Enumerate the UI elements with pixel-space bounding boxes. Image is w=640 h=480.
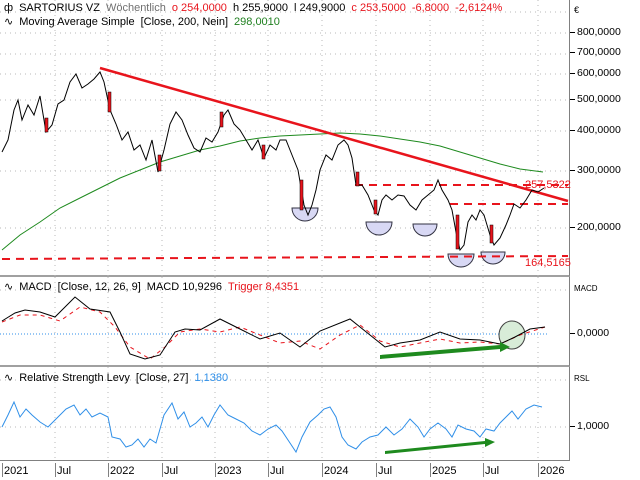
low-value: l 249,9000 <box>294 2 346 14</box>
macd-legend: ∿ MACD [Close, 12, 26, 9] MACD 10,9296 Trigg… <box>4 281 305 294</box>
open-value: o 254,0000 <box>171 2 227 14</box>
rsl-axis-label: RSL <box>574 374 590 383</box>
indicator-wave-icon: ∿ <box>4 281 14 293</box>
interval-label: Wöchentlich <box>105 2 166 14</box>
rsl-panel[interactable]: ∿ Relative Strength Levy [Close, 27] 1,1380 <box>0 367 570 461</box>
macd-axis: MACD 0,0000 <box>570 277 640 367</box>
time-axis: 2021 Jul 2022 Jul 2023 Jul 2024 Jul 2025… <box>0 461 570 480</box>
ma-value: 298,0010 <box>234 16 280 28</box>
xtick-jul-2024: Jul <box>376 463 393 477</box>
macd-panel[interactable]: ∿ MACD [Close, 12, 26, 9] MACD 10,9296 Trigg… <box>0 277 570 367</box>
downtrend-line <box>99 66 569 203</box>
tick-rsl-one: 1,0000 <box>570 420 609 432</box>
macd-trigger-line <box>1 306 546 360</box>
symbol-name: SARTORIUS VZ <box>19 2 100 14</box>
rsl-axis: RSL 1,0000 <box>570 367 640 461</box>
rsl-value: 1,1380 <box>194 372 229 384</box>
macd-value: MACD 10,9296 <box>146 281 222 293</box>
tick-600: 600,0000 <box>570 67 621 79</box>
high-value: h 255,9000 <box>232 2 288 14</box>
xtick-2023: 2023 <box>215 463 242 477</box>
xtick-2022: 2022 <box>108 463 135 477</box>
xtick-jul-2025: Jul <box>483 463 500 477</box>
price-chart[interactable] <box>0 0 570 277</box>
change-value: -6,8000 <box>411 2 450 14</box>
candle-icon: ф <box>4 2 14 14</box>
macd-axis-label: MACD <box>574 284 598 293</box>
tick-400: 400,0000 <box>570 124 621 136</box>
price-panel[interactable]: ф SARTORIUS VZ Wöchentlich o 254,0000 h 255,… <box>0 0 571 277</box>
xtick-2024: 2024 <box>322 463 349 477</box>
xtick-2026: 2026 <box>538 463 565 477</box>
tick-500: 500,0000 <box>570 93 621 105</box>
close-value: c 253,5000 <box>351 2 406 14</box>
rsl-chart[interactable] <box>0 367 570 461</box>
macd-divergence-arrow <box>380 342 510 359</box>
indicator-wave-icon: ∿ <box>4 16 14 28</box>
xtick-2021: 2021 <box>2 463 29 477</box>
ma-params: [Close, 200, Nein] <box>140 16 229 28</box>
rsl-legend: ∿ Relative Strength Levy [Close, 27] 1,1380 <box>4 372 234 385</box>
macd-line <box>1 296 546 360</box>
currency-label: € <box>574 5 580 15</box>
resistance-label: 257,5322 <box>525 179 571 191</box>
xtick-jul-2023: Jul <box>268 463 285 477</box>
indicator-wave-icon: ∿ <box>4 372 14 384</box>
trigger-value: Trigger 8,4351 <box>228 281 300 293</box>
change-pct-value: -2,6124% <box>455 2 503 14</box>
tick-800: 800,0000 <box>570 26 621 38</box>
ma-name: Moving Average Simple <box>19 16 135 28</box>
price-line <box>1 71 545 252</box>
rsl-name: Relative Strength Levy <box>19 372 130 384</box>
xtick-2025: 2025 <box>430 463 457 477</box>
macd-chart[interactable] <box>0 277 570 367</box>
rsl-params: [Close, 27] <box>135 372 189 384</box>
ma-200-line <box>1 132 544 251</box>
price-axis: € 800,0000 700,0000 600,0000 500,0000 40… <box>570 0 640 277</box>
tick-macd-zero: 0,0000 <box>570 327 609 339</box>
xtick-jul-2021: Jul <box>55 463 72 477</box>
ma-legend: ∿ Moving Average Simple [Close, 200, Nein]… <box>4 16 286 29</box>
support-label: 164,5165 <box>525 257 571 269</box>
rsl-line <box>1 400 543 454</box>
tick-700: 700,0000 <box>570 46 621 58</box>
macd-params: [Close, 12, 26, 9] <box>57 281 141 293</box>
tick-200: 200,0000 <box>570 221 621 233</box>
support-line <box>1 255 569 260</box>
xtick-jul-2022: Jul <box>162 463 179 477</box>
tick-300: 300,0000 <box>570 164 621 176</box>
macd-name: MACD <box>19 281 52 293</box>
price-legend: ф SARTORIUS VZ Wöchentlich o 254,0000 h 255,… <box>4 2 508 15</box>
rsl-divergence-arrow <box>385 438 495 454</box>
